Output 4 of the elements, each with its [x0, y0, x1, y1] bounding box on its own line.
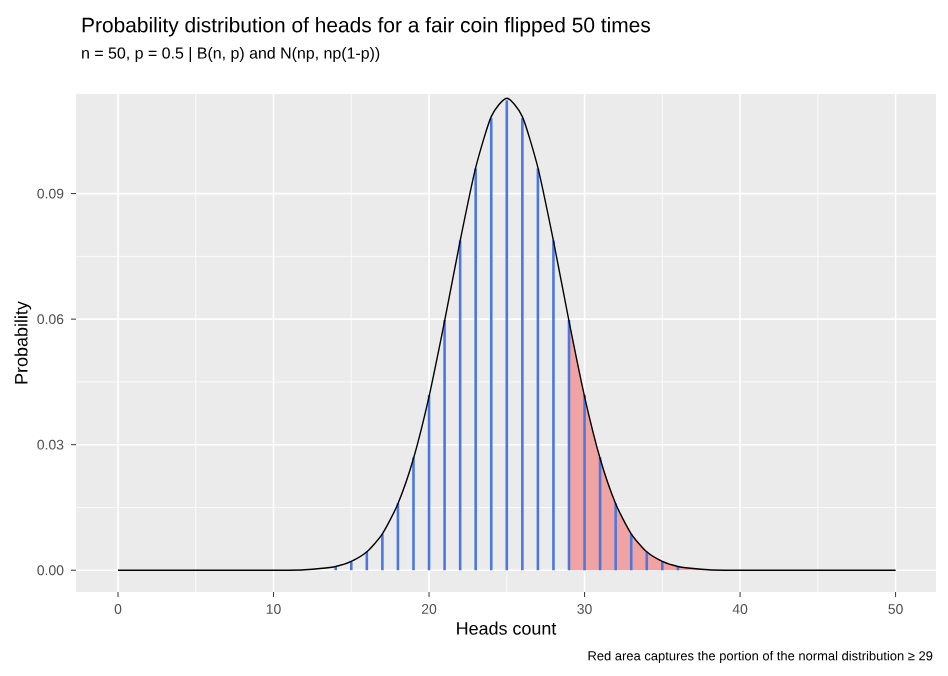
line-series	[117, 97, 897, 571]
y-axis-title: Probability	[14, 301, 32, 384]
x-axis-title: Heads count	[457, 621, 557, 635]
chart-title: Probability distribution of heads for a fair coin flipped 50 times	[82, 17, 651, 37]
